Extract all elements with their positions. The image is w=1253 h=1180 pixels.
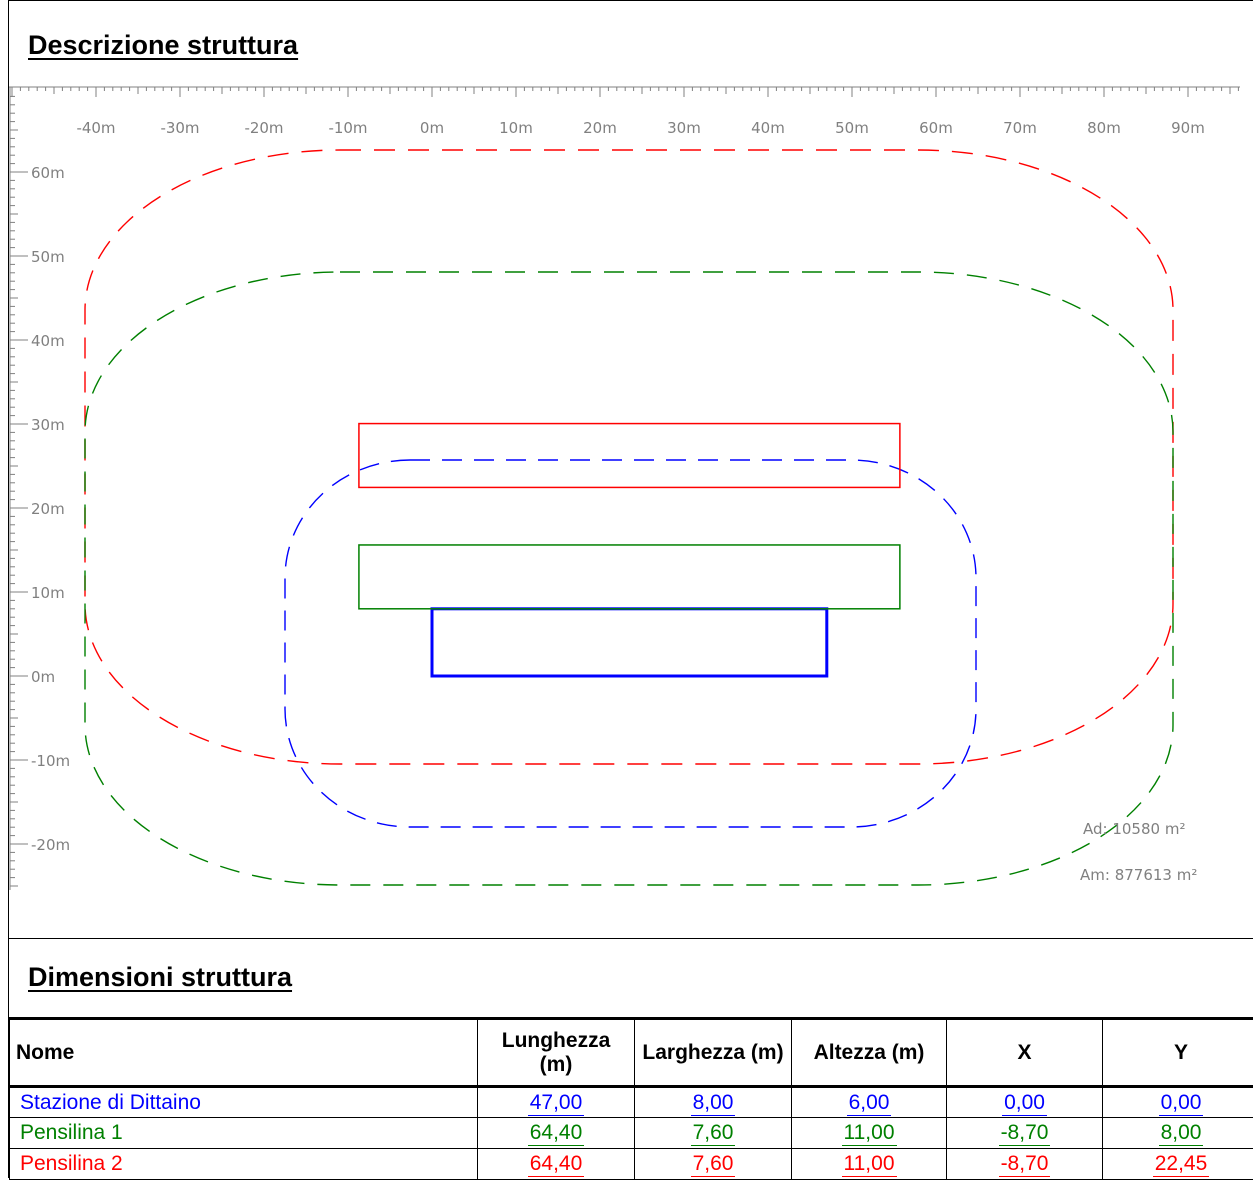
cell-number: 22,45	[1153, 1152, 1210, 1177]
header-larghezza: Larghezza (m)	[635, 1019, 792, 1087]
ruler-y-label: 20m	[31, 500, 65, 518]
table-row: Pensilina 2 64,40 7,60 11,00 -8,70 22,45	[10, 1149, 1253, 1180]
cell-name: Pensilina 1	[10, 1118, 478, 1149]
table-row: Stazione di Dittaino 47,00 8,00 6,00 0,00 0,0…	[10, 1087, 1253, 1118]
cell-number: 8,00	[1159, 1121, 1204, 1146]
cell-value: 7,60	[635, 1118, 792, 1149]
ruler-x-label: 40m	[751, 119, 785, 137]
cell-name: Pensilina 2	[10, 1149, 478, 1180]
structure-footprint-stazione-di-dittaino	[432, 609, 827, 676]
ruler-y-label: 10m	[31, 584, 65, 602]
ruler-y-label: 60m	[31, 164, 65, 182]
cell-number: 47,00	[528, 1091, 585, 1116]
table-row: Pensilina 1 64,40 7,60 11,00 -8,70 8,00	[10, 1118, 1253, 1149]
area-ad-label: Ad: 10580 m²	[1083, 820, 1185, 838]
ruler-y-label: 30m	[31, 416, 65, 434]
ruler-x-label: 50m	[835, 119, 869, 137]
cell-number: 0,00	[1002, 1091, 1047, 1116]
table-body: Stazione di Dittaino 47,00 8,00 6,00 0,00 0,0…	[10, 1087, 1253, 1180]
header-altezza: Altezza (m)	[792, 1019, 947, 1087]
cell-number: -8,70	[999, 1152, 1051, 1177]
ruler-x-label: 70m	[1003, 119, 1037, 137]
header-x: X	[947, 1019, 1103, 1087]
ruler-y-label: 50m	[31, 248, 65, 266]
structure-footprint-pensilina-2	[359, 424, 900, 488]
vertical-ruler: 60m 50m 40m 30m 20m 10m 0m -10m -20m	[10, 87, 70, 890]
header-nome: Nome	[10, 1019, 478, 1087]
header-lunghezza: Lunghezza (m)	[478, 1019, 635, 1087]
blue-collection-area-contour	[285, 460, 976, 827]
green-collection-area-contour	[85, 272, 1173, 885]
table-header-row: Nome Lunghezza (m) Larghezza (m) Altezza…	[10, 1019, 1253, 1087]
cell-number: 11,00	[842, 1152, 897, 1177]
structure-footprints	[359, 424, 900, 676]
ruler-x-label: 60m	[919, 119, 953, 137]
ruler-y-label: 0m	[31, 668, 55, 686]
ruler-x-label: -40m	[76, 119, 115, 137]
ruler-x-label: 80m	[1087, 119, 1121, 137]
cell-number: 64,40	[528, 1152, 585, 1177]
horizontal-ruler: -40m -30m -20m -10m 0m 10m 20m 30m 40m 50m 60m 70m 8…	[9, 87, 1240, 137]
cell-value: 47,00	[478, 1087, 635, 1118]
cell-value: 7,60	[635, 1149, 792, 1180]
dimensions-table: Nome Lunghezza (m) Larghezza (m) Altezza…	[9, 1017, 1253, 1180]
cell-number: 8,00	[691, 1091, 736, 1116]
dimensions-title: Dimensioni struttura	[28, 962, 292, 993]
header-y: Y	[1103, 1019, 1253, 1087]
ruler-x-label: -30m	[160, 119, 199, 137]
cell-number: 7,60	[691, 1152, 736, 1177]
cell-value: -8,70	[947, 1149, 1103, 1180]
cell-value: 6,00	[792, 1087, 947, 1118]
ruler-y-label: -20m	[31, 836, 70, 854]
cell-value: 0,00	[1103, 1087, 1253, 1118]
ruler-x-label: 20m	[583, 119, 617, 137]
ruler-y-label: -10m	[31, 752, 70, 770]
structure-diagram: -40m -30m -20m -10m 0m 10m 20m 30m 40m 50m 60m 70m 8…	[0, 0, 1253, 940]
red-collection-area-contour	[85, 150, 1173, 764]
cell-name: Stazione di Dittaino	[10, 1087, 478, 1118]
ruler-x-label: -10m	[328, 119, 367, 137]
risk-contours	[85, 150, 1173, 885]
cell-value: 8,00	[635, 1087, 792, 1118]
cell-value: -8,70	[947, 1118, 1103, 1149]
ruler-x-label: 30m	[667, 119, 701, 137]
cell-number: -8,70	[999, 1121, 1051, 1146]
cell-number: 11,00	[842, 1121, 897, 1146]
cell-value: 11,00	[792, 1149, 947, 1180]
ruler-x-label: 10m	[499, 119, 533, 137]
ruler-x-label: 0m	[420, 119, 444, 137]
cell-value: 64,40	[478, 1118, 635, 1149]
ruler-x-label: -20m	[244, 119, 283, 137]
structure-footprint-pensilina-1	[359, 545, 900, 609]
cell-number: 0,00	[1159, 1091, 1204, 1116]
ruler-x-label: 90m	[1171, 119, 1205, 137]
cell-number: 7,60	[691, 1121, 736, 1146]
cell-value: 64,40	[478, 1149, 635, 1180]
cell-value: 11,00	[792, 1118, 947, 1149]
area-am-label: Am: 877613 m²	[1080, 866, 1197, 884]
cell-number: 6,00	[847, 1091, 892, 1116]
cell-value: 0,00	[947, 1087, 1103, 1118]
ruler-y-label: 40m	[31, 332, 65, 350]
cell-value: 22,45	[1103, 1149, 1253, 1180]
cell-value: 8,00	[1103, 1118, 1253, 1149]
cell-number: 64,40	[528, 1121, 585, 1146]
